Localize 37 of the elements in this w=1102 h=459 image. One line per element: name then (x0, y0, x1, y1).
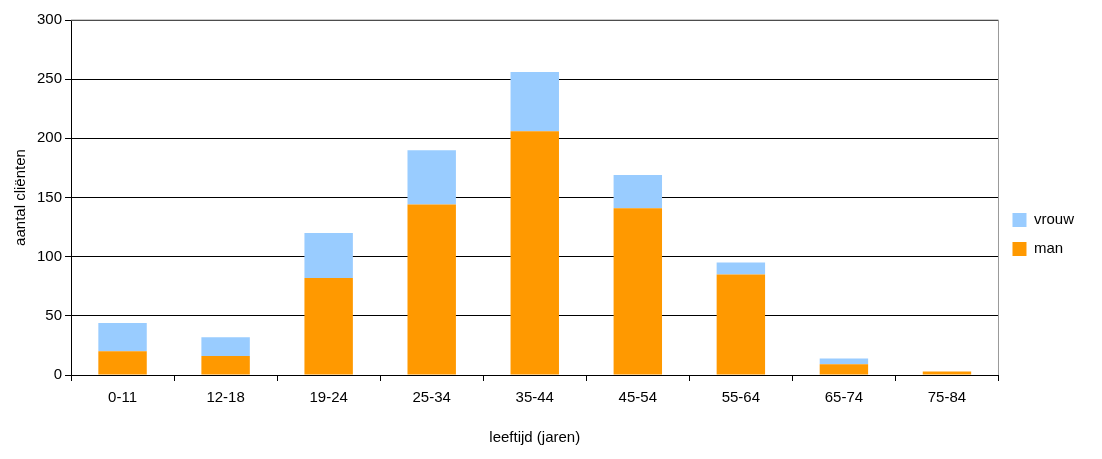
bar (407, 204, 456, 375)
y-tick-label: 300 (37, 10, 63, 28)
x-tick-label: 0-11 (108, 388, 138, 406)
bar (407, 150, 456, 205)
y-tick-label: 0 (53, 365, 63, 383)
y-tick-label: 150 (37, 187, 63, 205)
bar (716, 262, 766, 275)
x-tick-label: 19-24 (309, 388, 348, 406)
y-tick-label: 50 (45, 305, 63, 323)
x-tick-label: 75-84 (927, 388, 967, 406)
bar (922, 371, 972, 375)
x-tick-label: 55-64 (721, 388, 761, 406)
bar (613, 175, 663, 209)
bar (819, 358, 869, 365)
bar (201, 337, 250, 357)
x-tick-label: 12-18 (206, 388, 245, 406)
bar (716, 274, 766, 375)
x-tick-label: 25-34 (412, 388, 451, 406)
bar (510, 131, 559, 375)
bar (98, 322, 147, 352)
legend-label: man (1033, 239, 1064, 257)
bar (304, 233, 353, 278)
x-tick-label: 45-54 (618, 388, 657, 406)
x-axis-title: leeftijd (jaren) (489, 428, 581, 446)
bar (304, 277, 353, 375)
bar (201, 356, 250, 375)
bar (98, 351, 147, 375)
y-tick-label: 200 (37, 128, 63, 146)
y-axis-title: aantal cliënten (11, 149, 29, 246)
y-tick-label: 250 (37, 69, 63, 87)
bar (819, 364, 869, 375)
x-tick-label: 35-44 (515, 388, 554, 406)
y-tick-label: 100 (37, 246, 63, 264)
legend-label: vrouw (1033, 210, 1075, 228)
x-tick-label: 65-74 (824, 388, 864, 406)
bar (510, 72, 559, 132)
bar (613, 208, 663, 375)
